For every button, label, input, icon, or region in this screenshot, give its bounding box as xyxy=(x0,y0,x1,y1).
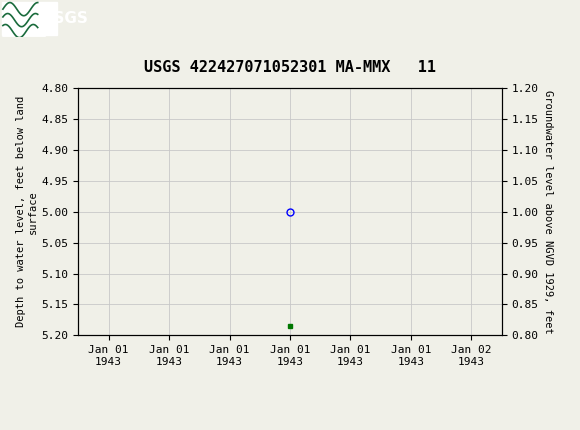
Polygon shape xyxy=(3,3,45,37)
Text: USGS: USGS xyxy=(42,11,89,26)
Text: USGS 422427071052301 MA-MMX   11: USGS 422427071052301 MA-MMX 11 xyxy=(144,60,436,75)
Bar xyxy=(2,2,57,35)
Y-axis label: Depth to water level, feet below land
surface: Depth to water level, feet below land su… xyxy=(16,96,38,327)
Y-axis label: Groundwater level above NGVD 1929, feet: Groundwater level above NGVD 1929, feet xyxy=(542,90,553,334)
